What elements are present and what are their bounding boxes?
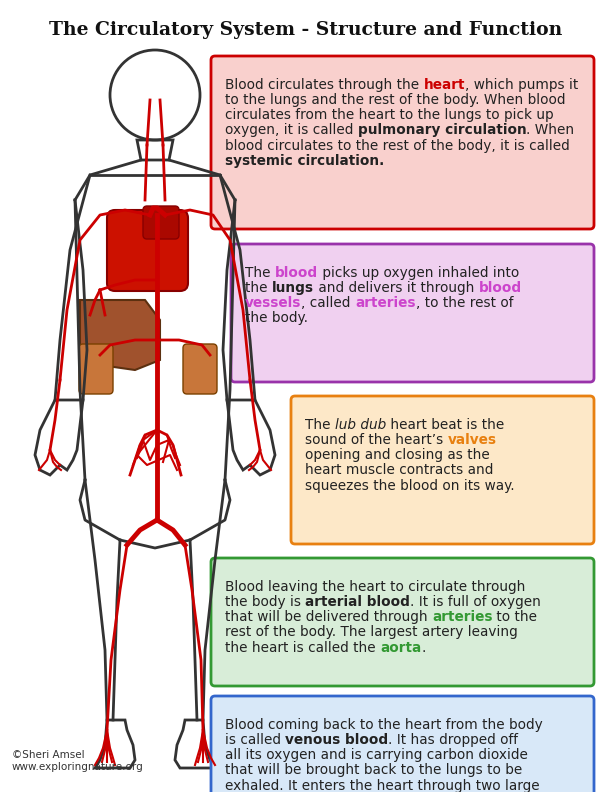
Text: exhaled. It enters the heart through two large: exhaled. It enters the heart through two… [225,779,540,792]
Text: pulmonary circulation: pulmonary circulation [358,124,526,137]
FancyBboxPatch shape [143,206,179,239]
Text: aorta: aorta [380,641,421,655]
Text: the heart is called the: the heart is called the [225,641,380,655]
Text: The: The [305,418,335,432]
Text: ©Sheri Amsel
www.exploringnature.org: ©Sheri Amsel www.exploringnature.org [12,750,144,771]
FancyBboxPatch shape [231,244,594,382]
FancyBboxPatch shape [107,210,188,291]
Text: to the: to the [493,610,537,624]
Text: vessels: vessels [245,296,301,310]
Text: circulates from the heart to the lungs to pick up: circulates from the heart to the lungs t… [225,109,554,122]
Text: the body is: the body is [225,595,305,609]
Text: all its oxygen and is carrying carbon dioxide: all its oxygen and is carrying carbon di… [225,748,528,762]
Polygon shape [80,300,160,370]
FancyBboxPatch shape [211,56,594,229]
Text: blood: blood [479,281,522,295]
Text: valves: valves [447,433,496,447]
FancyBboxPatch shape [211,558,594,686]
FancyBboxPatch shape [183,344,217,394]
Text: arterial blood: arterial blood [305,595,410,609]
Text: systemic circulation.: systemic circulation. [225,154,384,168]
Text: Blood coming back to the heart from the body: Blood coming back to the heart from the … [225,718,543,732]
Text: to the lungs and the rest of the body. When blood: to the lungs and the rest of the body. W… [225,93,565,107]
Text: The Circulatory System - Structure and Function: The Circulatory System - Structure and F… [50,21,562,39]
Text: that will be delivered through: that will be delivered through [225,610,432,624]
Text: opening and closing as the: opening and closing as the [305,448,490,463]
Text: lub dub: lub dub [335,418,386,432]
Text: The: The [245,266,275,280]
Text: heart muscle contracts and: heart muscle contracts and [305,463,493,478]
Text: . It is full of oxygen: . It is full of oxygen [410,595,541,609]
FancyBboxPatch shape [211,696,594,792]
Text: , to the rest of: , to the rest of [416,296,513,310]
Text: the: the [245,281,272,295]
Text: blood: blood [275,266,318,280]
Text: . It has dropped off: . It has dropped off [389,733,518,747]
FancyBboxPatch shape [79,344,113,394]
Text: venous blood: venous blood [285,733,389,747]
Text: .: . [421,641,425,655]
Text: , which pumps it: , which pumps it [465,78,578,92]
FancyBboxPatch shape [291,396,594,544]
Text: heart: heart [424,78,465,92]
Text: and delivers it through: and delivers it through [314,281,479,295]
Text: Blood circulates through the: Blood circulates through the [225,78,424,92]
Text: arteries: arteries [432,610,493,624]
Text: picks up oxygen inhaled into: picks up oxygen inhaled into [318,266,519,280]
Text: Blood leaving the heart to circulate through: Blood leaving the heart to circulate thr… [225,580,525,594]
Text: the body.: the body. [245,311,308,326]
Text: blood circulates to the rest of the body, it is called: blood circulates to the rest of the body… [225,139,570,153]
Text: sound of the heart’s: sound of the heart’s [305,433,447,447]
Text: rest of the body. The largest artery leaving: rest of the body. The largest artery lea… [225,626,518,639]
Text: lungs: lungs [272,281,314,295]
Text: , called: , called [301,296,355,310]
Text: . When: . When [526,124,575,137]
Text: that will be brought back to the lungs to be: that will be brought back to the lungs t… [225,763,522,778]
Text: heart beat is the: heart beat is the [386,418,504,432]
Text: arteries: arteries [355,296,416,310]
Text: oxygen, it is called: oxygen, it is called [225,124,358,137]
Text: squeezes the blood on its way.: squeezes the blood on its way. [305,478,515,493]
Text: is called: is called [225,733,285,747]
